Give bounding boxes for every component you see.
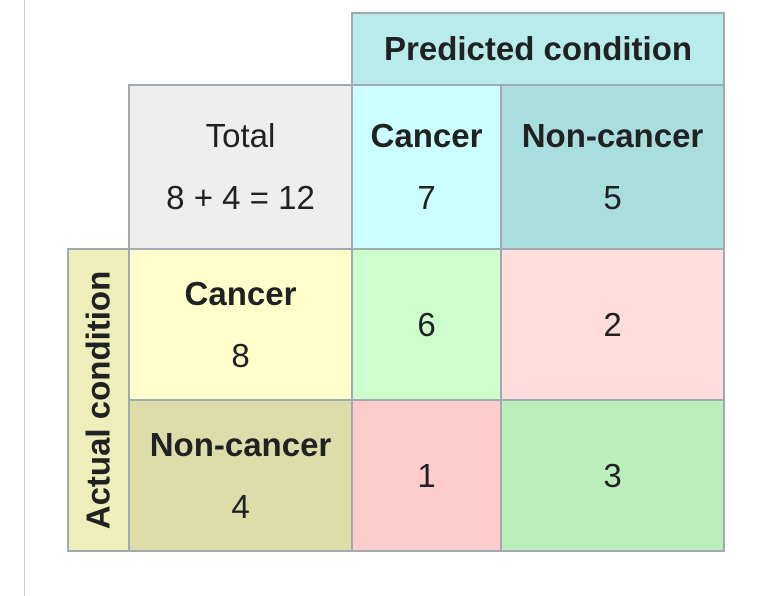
predicted-cancer-cell: Cancer 7 bbox=[351, 84, 502, 250]
predicted-noncancer-cell: Non-cancer 5 bbox=[500, 84, 725, 250]
actual-condition-header: Actual condition bbox=[67, 248, 130, 552]
true-positive-value: 6 bbox=[417, 305, 436, 343]
true-negative-value: 3 bbox=[603, 456, 622, 494]
predicted-condition-header: Predicted condition bbox=[351, 12, 725, 86]
actual-noncancer-value: 4 bbox=[231, 487, 250, 525]
page-left-border bbox=[24, 0, 25, 596]
actual-noncancer-cell: Non-cancer 4 bbox=[128, 399, 353, 552]
actual-cancer-value: 8 bbox=[231, 336, 250, 374]
actual-cancer-cell: Cancer 8 bbox=[128, 248, 353, 401]
actual-cancer-label: Cancer bbox=[184, 274, 297, 312]
false-positive-cell: 1 bbox=[351, 399, 502, 552]
actual-condition-label: Actual condition bbox=[79, 270, 117, 530]
predicted-cancer-value: 7 bbox=[417, 179, 436, 216]
actual-noncancer-label: Non-cancer bbox=[149, 425, 332, 463]
total-cell: Total 8 + 4 = 12 bbox=[128, 84, 353, 250]
false-negative-value: 2 bbox=[603, 305, 622, 343]
total-label: Total bbox=[205, 117, 276, 154]
predicted-condition-label: Predicted condition bbox=[383, 30, 693, 67]
predicted-cancer-label: Cancer bbox=[370, 117, 483, 154]
false-positive-value: 1 bbox=[417, 456, 436, 494]
predicted-noncancer-label: Non-cancer bbox=[521, 117, 704, 154]
true-negative-cell: 3 bbox=[500, 399, 725, 552]
true-positive-cell: 6 bbox=[351, 248, 502, 401]
total-value: 8 + 4 = 12 bbox=[166, 179, 315, 216]
false-negative-cell: 2 bbox=[500, 248, 725, 401]
predicted-noncancer-value: 5 bbox=[603, 179, 622, 216]
